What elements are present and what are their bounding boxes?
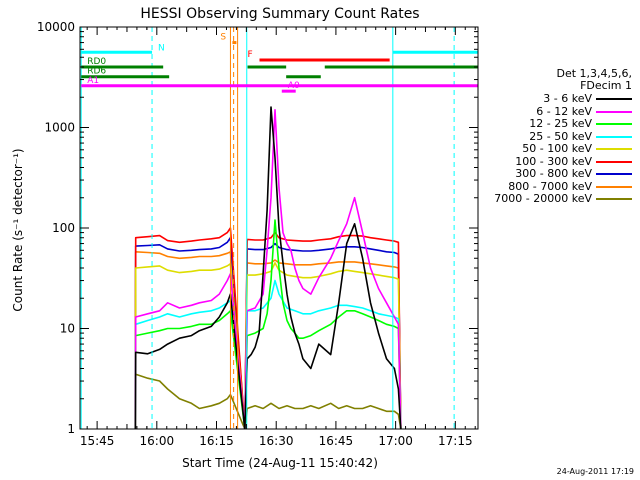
flag-label-f: F — [247, 50, 252, 60]
x-tick-label-17-15: 17:15 — [438, 434, 473, 448]
x-tick-label-16-00: 16:00 — [140, 434, 175, 448]
legend-label-800-7000-kev: 800 - 7000 keV — [508, 179, 592, 193]
legend-entry-300-800-kev: 300 - 800 keV — [476, 167, 636, 180]
legend-label-100-300-kev: 100 - 300 keV — [515, 154, 592, 168]
legend-swatch-25-50-kev — [596, 135, 632, 138]
legend-header-detectors: Det 1,3,4,5,6, — [556, 67, 632, 80]
series-7000-20000-kev — [134, 373, 402, 429]
vertical-lines-layer — [80, 27, 455, 429]
axis-layer: 15:45 16:00 16:15 16:30 16:45 17:00 17:15 1 10 10… — [37, 20, 478, 448]
y-tick-label-1: 1 — [67, 422, 75, 436]
legend-label-3-6-kev: 3 - 6 keV — [543, 92, 592, 105]
series-800-7000-kev — [134, 251, 402, 429]
series-300-800-kev — [134, 236, 402, 429]
legend-entry-6-12-kev: 6 - 12 keV — [476, 105, 636, 118]
legend-label-25-50-kev: 25 - 50 keV — [529, 129, 592, 143]
legend-entry-12-25-kev: 12 - 25 keV — [476, 117, 636, 130]
legend-label-7000-20000-kev: 7000 - 20000 keV — [494, 192, 592, 205]
flag-label-a0: A0 — [288, 81, 300, 91]
legend-swatch-12-25-kev — [596, 123, 632, 125]
legend-entry-7000-20000-kev: 7000 - 20000 keV — [476, 192, 636, 205]
series-3-6-kev — [134, 106, 402, 429]
legend-entry-50-100-kev: 50 - 100 keV — [476, 142, 636, 155]
x-axis-label: Start Time (24-Aug-11 15:40:42) — [182, 456, 378, 470]
x-tick-label-17-00: 17:00 — [378, 434, 413, 448]
series-12-25-kev — [134, 219, 402, 429]
legend-swatch-7000-20000-kev — [596, 198, 632, 200]
x-tick-label-15-45: 15:45 — [80, 434, 115, 448]
flag-label-rd0: RD0 — [87, 57, 106, 67]
x-tick-label-16-15: 16:15 — [199, 434, 234, 448]
series-100-300-kev — [134, 227, 402, 429]
legend-entry-800-7000-kev: 800 - 7000 keV — [476, 180, 636, 193]
x-tick-label-16-45: 16:45 — [319, 434, 354, 448]
flag-label-rd6: RD6 — [87, 67, 106, 77]
y-tick-label-10: 10 — [60, 322, 75, 336]
legend-header-decim: FDecim 1 — [580, 79, 632, 92]
legend-swatch-3-6-kev — [596, 98, 632, 100]
legend-swatch-50-100-kev — [596, 148, 632, 150]
series-layer — [134, 106, 402, 429]
series-6-12-kev — [134, 109, 402, 429]
legend-swatch-800-7000-kev — [596, 185, 632, 188]
series-50-100-kev — [134, 262, 402, 429]
legend-swatch-100-300-kev — [596, 160, 632, 163]
legend-rows: 3 - 6 keV 6 - 12 keV 12 - 25 keV 25 - 50 ke… — [476, 92, 636, 205]
generation-timestamp: 24-Aug-2011 17:19 — [556, 467, 634, 476]
y-axis-label: Count Rate (s⁻¹ detector⁻¹) — [11, 148, 25, 311]
legend-swatch-300-800-kev — [596, 173, 632, 175]
legend-label-50-100-kev: 50 - 100 keV — [522, 142, 592, 155]
legend: Det 1,3,4,5,6, FDecim 1 3 - 6 keV 6 - 12 … — [476, 68, 636, 205]
legend-swatch-6-12-kev — [596, 110, 632, 113]
legend-entry-25-50-kev: 25 - 50 keV — [476, 130, 636, 143]
y-tick-label-10000: 10000 — [37, 20, 75, 34]
x-tick-label-16-30: 16:30 — [259, 434, 294, 448]
flag-label-n: N — [158, 43, 165, 53]
y-tick-label-100: 100 — [52, 221, 75, 235]
legend-label-300-800-kev: 300 - 800 keV — [515, 167, 592, 180]
legend-entry-3-6-kev: 3 - 6 keV — [476, 92, 636, 105]
legend-label-12-25-kev: 12 - 25 keV — [529, 117, 592, 130]
legend-label-6-12-kev: 6 - 12 keV — [536, 104, 592, 118]
legend-entry-100-300-kev: 100 - 300 keV — [476, 155, 636, 168]
chart-title: HESSI Observing Summary Count Rates — [140, 6, 419, 22]
flag-label-a1: A1 — [87, 76, 99, 86]
series-25-50-kev — [134, 279, 402, 429]
flag-label-s: S — [220, 33, 226, 43]
y-tick-label-1000: 1000 — [44, 121, 75, 135]
